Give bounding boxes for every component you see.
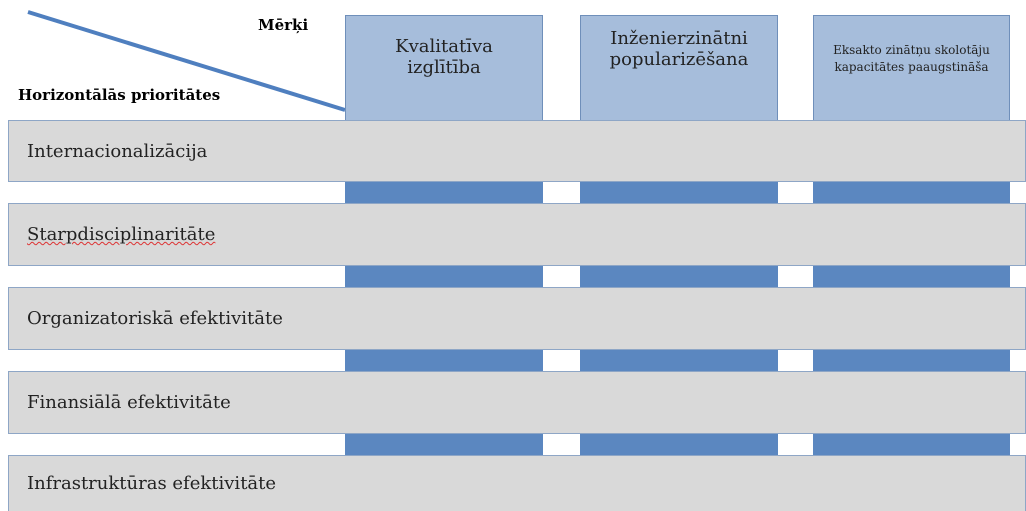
goal-header: Kvalitatīva izglītība bbox=[345, 15, 543, 121]
priority-row: Finansiālā efektivitāte bbox=[8, 371, 1026, 434]
goal-header: Eksakto zinātņu skolotāju kapacitātes pa… bbox=[813, 15, 1010, 121]
label: Internacionalizācija bbox=[27, 140, 208, 162]
label: Kvalitatīva izglītība bbox=[395, 36, 493, 78]
diagonal bbox=[27, 10, 346, 112]
goal-header: Inženierzinātni popularizēšana bbox=[580, 15, 778, 121]
priorities-label: Horizontālās prioritātes bbox=[18, 86, 221, 104]
label: Organizatoriskā efektivitāte bbox=[27, 308, 283, 329]
label: Eksakto zinātņu skolotāju kapacitātes pa… bbox=[833, 43, 990, 74]
label: Infrastruktūras efektivitāte bbox=[27, 473, 277, 494]
priority-row: Internacionalizācija bbox=[8, 120, 1026, 182]
label: Starpdisciplinaritāte bbox=[27, 224, 216, 245]
priority-row: Starpdisciplinaritāte bbox=[8, 203, 1026, 266]
label: Inženierzinātni popularizēšana bbox=[609, 28, 749, 70]
diagonal-line bbox=[27, 10, 346, 112]
priority-row: Organizatoriskā efektivitāte bbox=[8, 287, 1026, 350]
priority-row: Infrastruktūras efektivitāte bbox=[8, 455, 1026, 511]
goals-label: Mērķi bbox=[258, 16, 309, 34]
label: Finansiālā efektivitāte bbox=[27, 392, 231, 413]
